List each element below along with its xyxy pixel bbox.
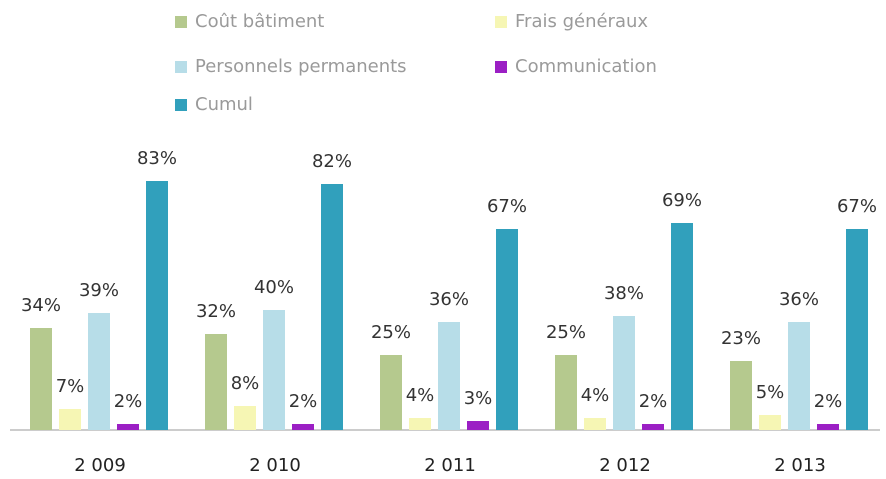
value-label: 40% (254, 277, 294, 298)
bar (59, 409, 81, 430)
bar (642, 424, 664, 430)
value-label: 23% (721, 328, 761, 349)
value-label: 7% (56, 376, 85, 397)
x-tick-label: 2 012 (599, 455, 651, 476)
bar (467, 421, 489, 430)
bar (88, 313, 110, 430)
legend-swatch (495, 16, 507, 28)
value-label: 2% (289, 391, 318, 412)
bar (409, 418, 431, 430)
bar (380, 355, 402, 430)
value-label: 39% (79, 280, 119, 301)
bar (817, 424, 839, 430)
bar (584, 418, 606, 430)
value-label: 5% (756, 382, 785, 403)
value-label: 32% (196, 301, 236, 322)
value-label: 25% (371, 322, 411, 343)
bar (234, 406, 256, 430)
value-label: 67% (487, 196, 527, 217)
legend-label: Cumul (195, 94, 253, 115)
bar (146, 181, 168, 430)
legend-swatch (495, 61, 507, 73)
value-label: 82% (312, 151, 352, 172)
value-label: 8% (231, 373, 260, 394)
bar (846, 229, 868, 430)
value-label: 3% (464, 388, 493, 409)
value-label: 83% (137, 148, 177, 169)
legend-swatch (175, 16, 187, 28)
value-label: 69% (662, 190, 702, 211)
bar (438, 322, 460, 430)
bar (30, 328, 52, 430)
bar (117, 424, 139, 430)
bar (555, 355, 577, 430)
bar (205, 334, 227, 430)
legend-swatch (175, 99, 187, 111)
bar (759, 415, 781, 430)
legend-label: Coût bâtiment (195, 11, 324, 32)
bar (263, 310, 285, 430)
value-label: 67% (837, 196, 877, 217)
value-label: 2% (639, 391, 668, 412)
legend-label: Personnels permanents (195, 56, 407, 77)
bar (496, 229, 518, 430)
bar (321, 184, 343, 430)
bar (788, 322, 810, 430)
bar (613, 316, 635, 430)
bar (730, 361, 752, 430)
legend-label: Communication (515, 56, 657, 77)
legend-swatch (175, 61, 187, 73)
x-tick-label: 2 010 (249, 455, 301, 476)
value-label: 2% (114, 391, 143, 412)
x-tick-label: 2 011 (424, 455, 476, 476)
value-label: 2% (814, 391, 843, 412)
value-label: 36% (429, 289, 469, 310)
value-label: 4% (581, 385, 610, 406)
bar (292, 424, 314, 430)
x-tick-label: 2 009 (74, 455, 126, 476)
x-tick-label: 2 013 (774, 455, 826, 476)
value-label: 36% (779, 289, 819, 310)
bar (671, 223, 693, 430)
value-label: 34% (21, 295, 61, 316)
value-label: 38% (604, 283, 644, 304)
legend-label: Frais généraux (515, 11, 648, 32)
value-label: 25% (546, 322, 586, 343)
value-label: 4% (406, 385, 435, 406)
